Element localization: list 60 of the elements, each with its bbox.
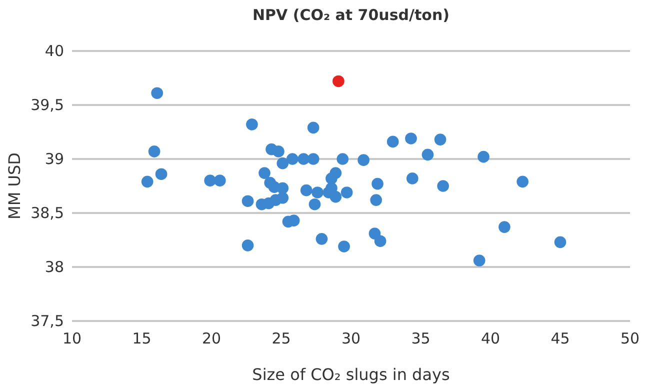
point [332, 75, 344, 88]
point [272, 146, 284, 158]
y-tick-label: 39 [44, 150, 64, 168]
point [246, 118, 258, 130]
point [276, 192, 289, 204]
point [214, 174, 226, 187]
y-tick-label: 39,5 [30, 96, 64, 114]
point [478, 150, 490, 163]
point [307, 122, 320, 134]
y-tick-label: 40 [44, 42, 64, 60]
x-tick-label: 25 [272, 330, 291, 348]
point [308, 198, 321, 210]
x-axis-title: Size of CO₂ slugs in days [252, 365, 450, 384]
point [258, 167, 270, 179]
point [437, 180, 449, 192]
point [422, 148, 434, 161]
x-tick-label: 10 [62, 330, 82, 348]
point [276, 182, 289, 194]
x-tick-label: 45 [550, 330, 570, 348]
point [204, 174, 216, 187]
point [434, 134, 446, 146]
point [516, 176, 528, 188]
y-tick-label: 38 [44, 258, 64, 276]
x-tick-label: 35 [411, 330, 430, 348]
point [374, 235, 386, 247]
point [276, 157, 289, 170]
point [370, 194, 382, 206]
y-axis-title: MM USD [5, 152, 24, 220]
point [307, 153, 320, 165]
chart-title: NPV (CO₂ at 70usd/ton) [252, 6, 450, 24]
point [326, 172, 338, 184]
x-tick-label: 15 [132, 330, 152, 348]
point [554, 236, 566, 248]
point [316, 233, 328, 245]
x-tick-label: 40 [480, 330, 500, 348]
point [151, 87, 164, 100]
x-tick-label: 50 [620, 330, 640, 348]
point [405, 132, 417, 144]
point [298, 153, 310, 165]
point [242, 195, 254, 208]
point [406, 172, 418, 184]
point [338, 240, 350, 252]
point [312, 186, 324, 198]
point [386, 136, 399, 148]
point [286, 153, 298, 165]
point [242, 239, 254, 252]
x-tick-label: 30 [341, 330, 361, 348]
point [498, 221, 510, 233]
y-tick-label: 37,5 [30, 312, 64, 330]
point [300, 184, 312, 196]
point [473, 254, 486, 266]
point [155, 168, 168, 180]
point [358, 154, 370, 166]
point [148, 146, 160, 158]
x-tick-label: 20 [202, 330, 222, 348]
point [141, 176, 154, 188]
y-tick-label: 38,5 [30, 204, 64, 222]
point [340, 186, 353, 198]
point [372, 178, 384, 190]
point [336, 153, 349, 165]
